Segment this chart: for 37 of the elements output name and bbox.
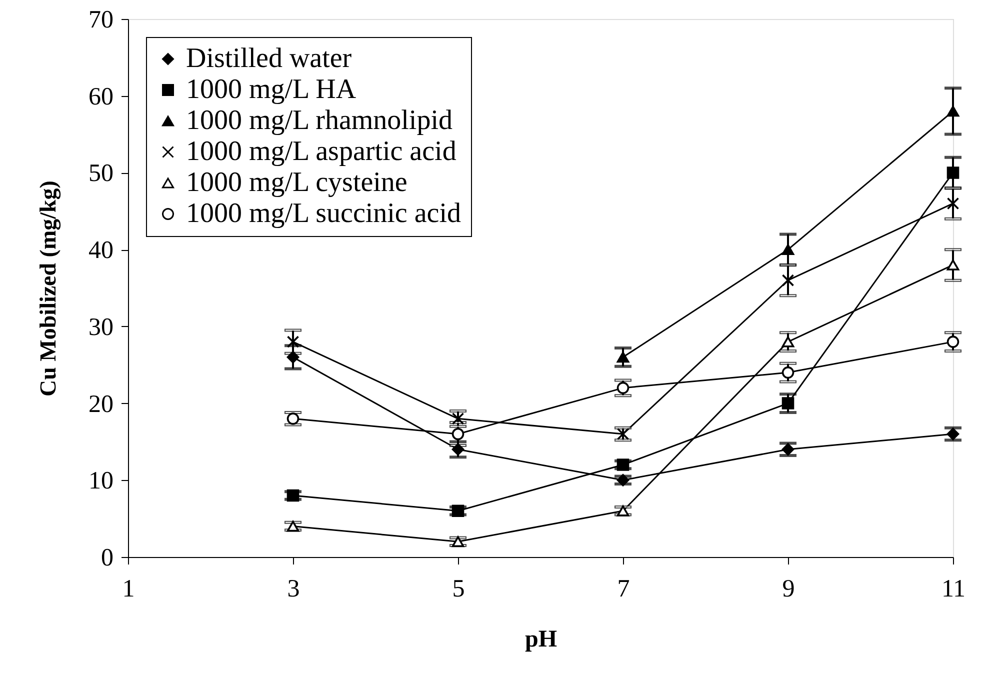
point	[782, 244, 794, 256]
y-tick-label: 30	[88, 314, 114, 341]
point	[782, 397, 794, 410]
y-tick-label: 40	[88, 237, 114, 264]
legend-label: 1000 mg/L rhamnolipid	[186, 105, 452, 136]
point	[616, 382, 630, 394]
point	[946, 197, 960, 210]
x-tick-label: 9	[782, 576, 795, 602]
x-tick-label: 7	[617, 576, 630, 602]
point	[946, 106, 960, 117]
point	[286, 351, 300, 364]
legend-label: 1000 mg/L succinic acid	[186, 198, 461, 229]
x-tick-label: 3	[287, 576, 300, 602]
point	[452, 428, 464, 440]
y-tick-label: 70	[88, 6, 114, 34]
point	[782, 274, 794, 286]
y-tick-label: 50	[88, 160, 114, 188]
y-tick-label: 0	[101, 544, 114, 572]
legend-label: 1000 mg/L HA	[186, 74, 357, 105]
x-tick-label: 1	[122, 576, 135, 602]
point	[286, 336, 300, 348]
point	[616, 352, 630, 363]
point	[782, 366, 794, 379]
x-tick-label: 5	[452, 576, 465, 602]
y-tick-label: 20	[88, 390, 114, 418]
point	[946, 336, 960, 348]
legend-label: Distilled water	[186, 43, 352, 74]
point	[782, 336, 794, 348]
y-tick-label: 60	[88, 83, 114, 110]
point	[946, 260, 960, 270]
point	[946, 166, 960, 179]
x-tick-label: 11	[941, 576, 966, 602]
legend-label: 1000 mg/L aspartic acid	[186, 136, 456, 167]
y-tick-label: 10	[88, 468, 114, 495]
y-axis-title: Cu Mobilized (mg/kg)	[36, 180, 62, 396]
x-axis-title: pH	[524, 626, 558, 652]
legend-label: 1000 mg/L cysteine	[186, 167, 408, 198]
